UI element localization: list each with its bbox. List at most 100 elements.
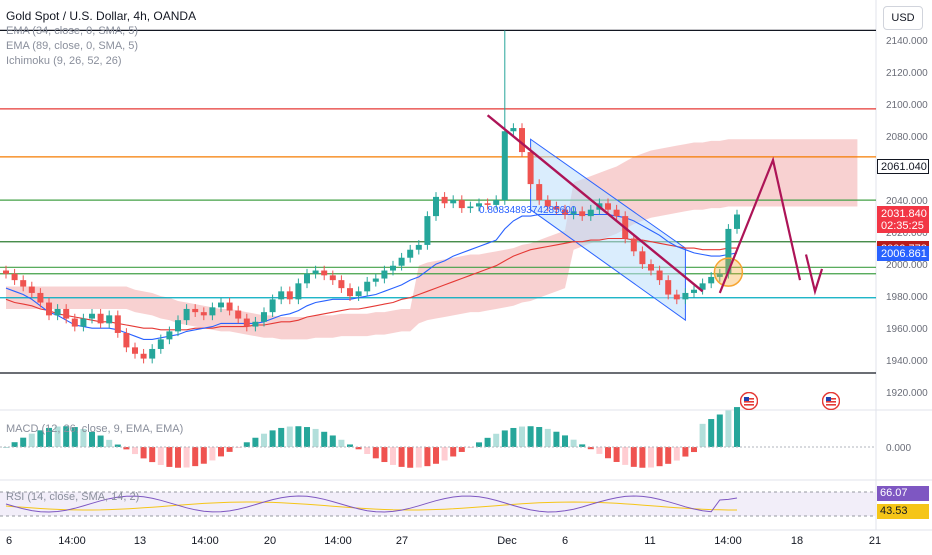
candle-body <box>630 238 637 252</box>
macd-histogram-bar <box>673 447 680 461</box>
us-flag-event-icon[interactable] <box>821 391 841 411</box>
y-tick-label: 1960.000 <box>886 324 928 335</box>
projection-path <box>718 156 802 294</box>
macd-histogram-bar <box>20 437 27 447</box>
candle-body <box>458 200 465 209</box>
macd-histogram-bar <box>28 433 35 447</box>
symbol-title[interactable]: Gold Spot / U.S. Dollar, 4h, OANDA <box>6 9 197 23</box>
candle-body <box>114 315 121 333</box>
macd-histogram-bar <box>450 447 457 457</box>
candle-body <box>329 275 336 281</box>
macd-histogram-bar <box>3 447 9 448</box>
macd-histogram-bar <box>501 430 508 447</box>
candle-body <box>734 214 740 229</box>
macd-histogram-bar <box>510 427 517 447</box>
macd-histogram-bar <box>157 447 164 465</box>
ema89-line <box>5 237 737 331</box>
x-tick-label: 20 <box>264 535 276 547</box>
y-tick-label: 2120.000 <box>886 68 928 79</box>
candle-body <box>648 264 654 271</box>
macd-histogram-bar <box>278 427 285 447</box>
macd-histogram-bar <box>493 433 500 447</box>
candle-body <box>286 291 293 300</box>
candle-body <box>415 244 422 250</box>
x-tick-label: Dec <box>497 535 517 547</box>
candle-body <box>54 308 61 316</box>
x-tick-label: 14:00 <box>191 535 219 547</box>
macd-histogram-bar <box>605 447 611 459</box>
macd-histogram-bar <box>149 447 156 463</box>
macd-histogram-bar <box>200 447 207 464</box>
macd-histogram-bar <box>123 447 130 450</box>
macd-histogram-bar <box>338 439 345 447</box>
macd-histogram-bar <box>381 447 388 463</box>
macd-histogram-bar <box>192 447 199 467</box>
indicator-ema89-label[interactable]: EMA (89, close, 0, SMA, 5) <box>6 40 139 52</box>
candle-body <box>493 200 500 205</box>
indicator-ichimoku-label[interactable]: Ichimoku (9, 26, 52, 26) <box>6 55 122 67</box>
y-tick-label: 2020.000 <box>886 228 928 239</box>
macd-histogram-bar <box>321 431 328 447</box>
us-flag-event-icon[interactable] <box>739 391 759 411</box>
macd-histogram-bar <box>682 447 689 457</box>
candle-body <box>183 308 190 321</box>
macd-histogram-bar <box>63 426 70 447</box>
macd-histogram-bar <box>106 439 113 447</box>
candle-body <box>467 206 474 209</box>
macd-histogram-bar <box>596 447 603 454</box>
candle-body <box>390 265 396 271</box>
macd-histogram-bar <box>407 447 414 468</box>
candle-body <box>321 270 328 276</box>
chart-legend: Gold Spot / U.S. Dollar, 4h, OANDA EMA (… <box>6 8 196 69</box>
macd-histogram-bar <box>347 444 353 447</box>
y-tick-label: 2140.000 <box>886 36 928 47</box>
fib-annotation-text: 0.8083489374285600 <box>479 205 577 216</box>
candle-body <box>398 257 405 266</box>
macd-histogram-bar <box>175 447 181 468</box>
candle-body <box>106 315 113 324</box>
rsi-band <box>0 492 876 516</box>
macd-histogram-bar <box>656 447 663 467</box>
candle-body <box>157 339 164 349</box>
x-tick-label: 11 <box>644 535 655 547</box>
macd-histogram-bar <box>665 447 672 464</box>
y-tick-label: 1920.000 <box>886 388 928 399</box>
indicator-ema34-label[interactable]: EMA (34, close, 0, SMA, 5) <box>6 25 139 37</box>
candle-body <box>484 203 491 205</box>
macd-histogram-bar <box>286 426 293 447</box>
currency-button[interactable]: USD <box>883 6 923 30</box>
macd-histogram-bar <box>312 428 319 447</box>
candle-body <box>132 347 138 354</box>
candle-body <box>140 353 147 359</box>
candle-body <box>665 280 672 295</box>
candle-body <box>605 203 611 210</box>
candle-body <box>527 152 534 185</box>
candle-body <box>71 318 78 327</box>
candle-body <box>364 281 371 292</box>
candle-body <box>218 302 224 308</box>
macd-histogram-bar <box>114 444 121 447</box>
rsi-value-tag: 66.07 <box>877 486 929 501</box>
candle-body <box>192 308 199 313</box>
macd-histogram-bar <box>424 447 431 467</box>
macd-histogram-bar <box>364 447 371 454</box>
candle-body <box>639 251 646 265</box>
macd-histogram-bar <box>390 447 396 465</box>
candle-body <box>46 302 52 316</box>
candle-body <box>226 302 233 311</box>
rsi-pane-label[interactable]: RSI (14, close, SMA, 14, 2) <box>6 491 140 503</box>
macd-histogram-bar <box>355 447 362 450</box>
candle-body <box>699 283 706 290</box>
candle-body <box>80 318 87 327</box>
candle-body <box>312 270 319 274</box>
x-tick-label: 27 <box>396 535 408 547</box>
macd-histogram-bar <box>691 447 697 453</box>
candle-body <box>544 200 551 207</box>
candle-body <box>587 209 594 217</box>
macd-pane-label[interactable]: MACD (12, 26, close, 9, EMA, EMA) <box>6 423 184 435</box>
macd-histogram-bar <box>54 426 61 447</box>
candle-body <box>450 200 457 204</box>
macd-histogram-bar <box>329 435 336 447</box>
macd-histogram-bar <box>570 439 577 447</box>
